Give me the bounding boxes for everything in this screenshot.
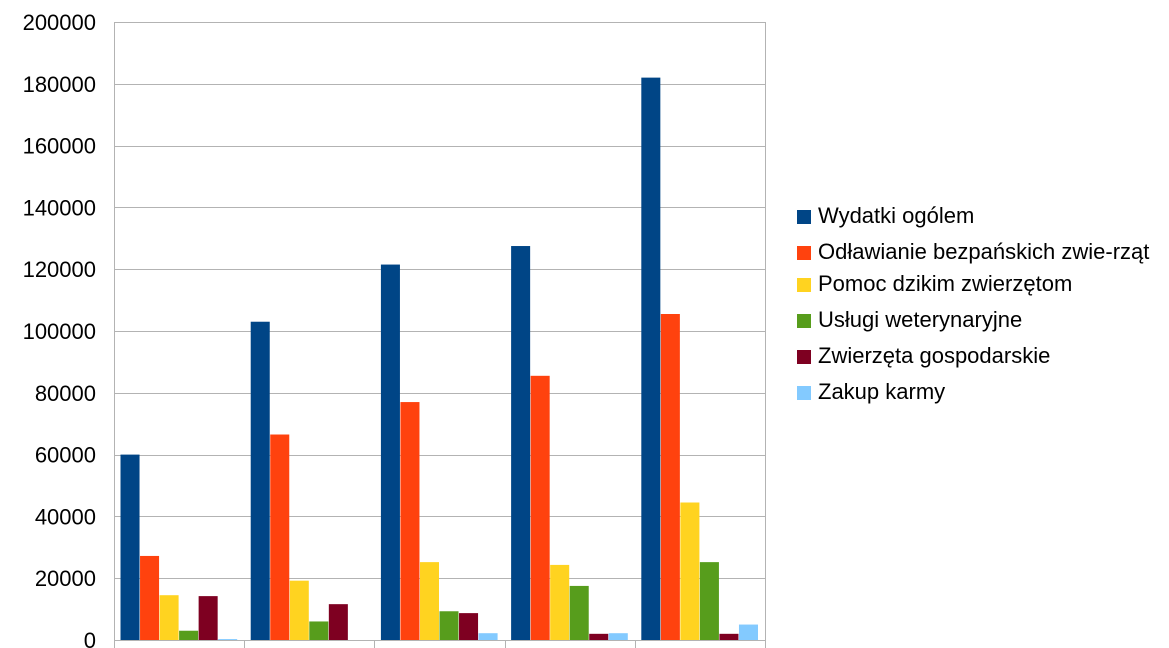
bar bbox=[641, 77, 661, 641]
bar bbox=[608, 633, 628, 640]
legend-swatch bbox=[797, 278, 811, 292]
y-tick-label: 60000 bbox=[35, 443, 96, 468]
y-tick-label: 80000 bbox=[35, 381, 96, 406]
legend-item-odlawianie: Odławianie bezpańskich zwie-rząt bbox=[797, 239, 1167, 265]
bar bbox=[589, 633, 609, 640]
gridlines bbox=[114, 22, 765, 579]
y-tick-label: 100000 bbox=[23, 319, 96, 344]
legend-item-karma: Zakup karmy bbox=[797, 379, 1167, 405]
bar bbox=[478, 633, 498, 640]
legend-item-zwierzeta: Zwierzęta gospodarskie bbox=[797, 343, 1167, 369]
legend-item-uslugi: Usługi weterynaryjne bbox=[797, 307, 1167, 333]
bar bbox=[511, 246, 531, 640]
bar bbox=[738, 624, 758, 640]
axes bbox=[114, 22, 766, 648]
bar bbox=[419, 562, 439, 640]
bar bbox=[289, 580, 309, 640]
legend-swatch bbox=[797, 314, 811, 328]
y-tick-label: 140000 bbox=[23, 195, 96, 220]
bars bbox=[120, 77, 758, 641]
legend-swatch bbox=[797, 350, 811, 364]
legend-label: Pomoc dzikim zwierzętom bbox=[818, 271, 1073, 296]
bar bbox=[719, 633, 739, 640]
bar bbox=[328, 604, 348, 640]
y-tick-label: 160000 bbox=[23, 134, 96, 159]
bar bbox=[439, 611, 459, 640]
bar bbox=[140, 555, 160, 640]
bar bbox=[218, 639, 238, 640]
legend-swatch bbox=[797, 246, 811, 260]
legend-label: Usługi weterynaryjne bbox=[818, 307, 1023, 332]
bar bbox=[159, 595, 179, 640]
bar bbox=[550, 564, 570, 640]
bar bbox=[660, 314, 680, 640]
bar bbox=[699, 562, 719, 640]
bar bbox=[400, 402, 420, 640]
y-tick-label: 20000 bbox=[35, 566, 96, 591]
bar bbox=[270, 434, 290, 640]
legend-item-pomoc: Pomoc dzikim zwierzętom bbox=[797, 271, 1167, 297]
bar bbox=[459, 613, 479, 640]
y-tick-label: 0 bbox=[84, 628, 96, 648]
legend-label: Zwierzęta gospodarskie bbox=[818, 343, 1051, 368]
bar bbox=[309, 621, 329, 640]
bar bbox=[380, 264, 400, 640]
bar bbox=[530, 375, 550, 640]
legend-label: Odławianie bezpańskich zwie-rząt bbox=[818, 239, 1150, 264]
y-tick-label: 180000 bbox=[23, 72, 96, 97]
legend-label: Zakup karmy bbox=[818, 379, 946, 404]
legend: Wydatki ogólem Odławianie bezpańskich zw… bbox=[797, 203, 1167, 415]
bar bbox=[250, 321, 270, 640]
legend-item-wydatki: Wydatki ogólem bbox=[797, 203, 1167, 229]
y-tick-label: 200000 bbox=[23, 10, 96, 35]
bar bbox=[179, 630, 199, 640]
y-tick-label: 40000 bbox=[35, 504, 96, 529]
y-axis-tick-labels: 0 20000 40000 60000 80000 100000 120000 140000 1… bbox=[23, 10, 96, 648]
bar bbox=[569, 585, 589, 640]
y-tick-label: 120000 bbox=[23, 257, 96, 282]
legend-swatch bbox=[797, 210, 811, 224]
legend-swatch bbox=[797, 386, 811, 400]
bar bbox=[198, 596, 218, 640]
bar bbox=[120, 454, 140, 640]
bar bbox=[680, 502, 700, 640]
legend-label: Wydatki ogólem bbox=[818, 203, 975, 228]
